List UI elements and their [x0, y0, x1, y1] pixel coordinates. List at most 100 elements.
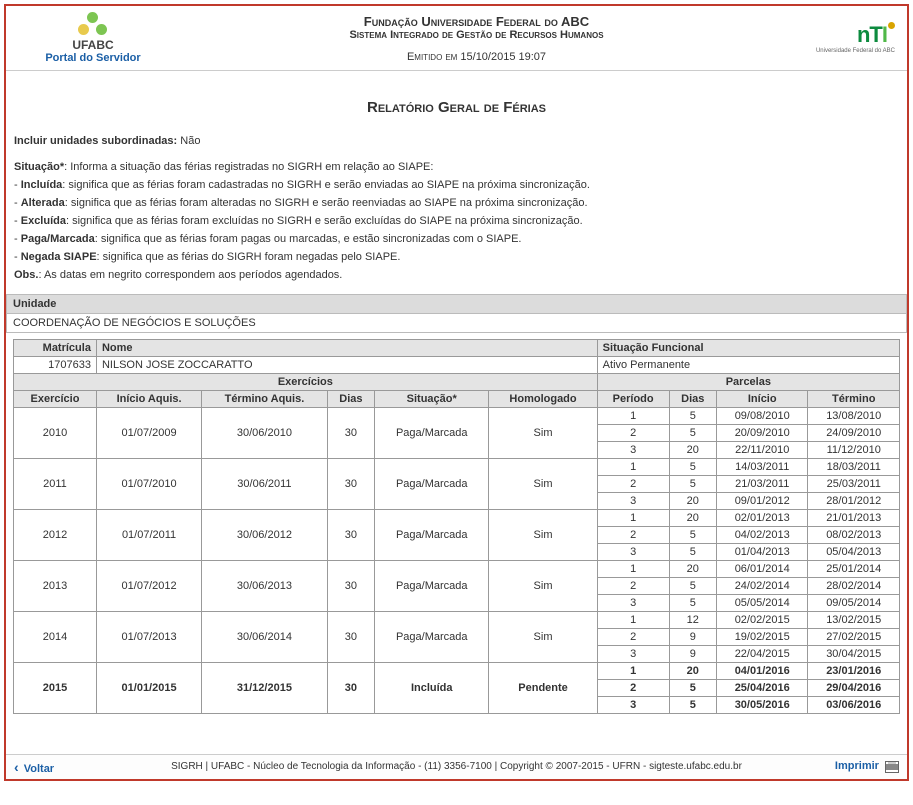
- cell-termino-aquis: 31/12/2015: [202, 662, 328, 713]
- cell-situacao: Paga/Marcada: [375, 560, 489, 611]
- nti-subtitle: Universidade Federal do ABC: [816, 48, 895, 54]
- glossary: Situação*: Informa a situação das férias…: [14, 160, 899, 284]
- printer-icon[interactable]: [885, 761, 899, 773]
- cell-inicio: 19/02/2015: [717, 628, 808, 645]
- cell-periodo: 2: [597, 628, 669, 645]
- cell-termino: 13/08/2010: [808, 407, 900, 424]
- cell-inicio: 05/05/2014: [717, 594, 808, 611]
- cell-inicio: 06/01/2014: [717, 560, 808, 577]
- cell-p-dias: 5: [669, 458, 716, 475]
- cell-inicio: 22/04/2015: [717, 645, 808, 662]
- cell-inicio: 21/03/2011: [717, 475, 808, 492]
- cell-periodo: 2: [597, 679, 669, 696]
- cell-periodo: 1: [597, 611, 669, 628]
- th-inicio-aquis: Início Aquis.: [96, 390, 201, 407]
- unit-section-header: Unidade: [6, 294, 907, 314]
- cell-p-dias: 5: [669, 577, 716, 594]
- glossary-item: - Incluída: significa que as férias fora…: [14, 178, 899, 194]
- cell-termino-aquis: 30/06/2011: [202, 458, 328, 509]
- th-termino: Término: [808, 390, 900, 407]
- cell-homologado: Sim: [489, 611, 597, 662]
- cell-periodo: 2: [597, 424, 669, 441]
- cell-dias: 30: [327, 560, 374, 611]
- glossary-item: - Excluída: significa que as férias fora…: [14, 214, 899, 230]
- cell-inicio: 04/02/2013: [717, 526, 808, 543]
- cell-p-dias: 5: [669, 424, 716, 441]
- table-row: 201301/07/201230/06/201330Paga/MarcadaSi…: [14, 560, 900, 577]
- cell-p-dias: 9: [669, 645, 716, 662]
- print-link[interactable]: Imprimir: [835, 760, 879, 772]
- cell-inicio-aquis: 01/07/2009: [96, 407, 201, 458]
- glossary-desc: : significa que as férias foram alterada…: [65, 197, 588, 209]
- glossary-term: Excluída: [21, 215, 66, 227]
- cell-termino-aquis: 30/06/2014: [202, 611, 328, 662]
- vacation-table: Matrícula Nome Situação Funcional 170763…: [13, 339, 900, 714]
- glossary-item: - Alterada: significa que as férias fora…: [14, 196, 899, 212]
- cell-exercicio: 2014: [14, 611, 97, 662]
- cell-homologado: Pendente: [489, 662, 597, 713]
- cell-homologado: Sim: [489, 458, 597, 509]
- cell-termino: 11/12/2010: [808, 441, 900, 458]
- cell-termino: 29/04/2016: [808, 679, 900, 696]
- cell-termino: 28/01/2012: [808, 492, 900, 509]
- report-title: Relatório Geral de Férias: [6, 99, 907, 116]
- cell-periodo: 1: [597, 458, 669, 475]
- person-nome: NILSON JOSE ZOCCARATTO: [96, 356, 597, 373]
- cell-homologado: Sim: [489, 509, 597, 560]
- cell-p-dias: 5: [669, 526, 716, 543]
- cell-periodo: 3: [597, 543, 669, 560]
- cell-situacao: Paga/Marcada: [375, 458, 489, 509]
- cell-termino-aquis: 30/06/2012: [202, 509, 328, 560]
- cell-p-dias: 20: [669, 492, 716, 509]
- header-left: UFABC Portal do Servidor: [18, 12, 168, 64]
- include-sub-value: Não: [180, 135, 200, 147]
- th-matricula: Matrícula: [14, 339, 97, 356]
- back-arrow-icon[interactable]: ‹: [14, 759, 19, 775]
- cell-inicio: 04/01/2016: [717, 662, 808, 679]
- glossary-term: Negada SIAPE: [21, 251, 97, 263]
- cell-periodo: 1: [597, 407, 669, 424]
- cell-exercicio: 2013: [14, 560, 97, 611]
- table-row: 201101/07/201030/06/201130Paga/MarcadaSi…: [14, 458, 900, 475]
- th-exercicio: Exercício: [14, 390, 97, 407]
- cell-dias: 30: [327, 611, 374, 662]
- cell-situacao: Paga/Marcada: [375, 509, 489, 560]
- th-dias: Dias: [327, 390, 374, 407]
- glossary-item: - Negada SIAPE: significa que as férias …: [14, 250, 899, 266]
- nti-logo-icon: nTI: [857, 22, 895, 47]
- th-homologado: Homologado: [489, 390, 597, 407]
- cell-situacao: Paga/Marcada: [375, 407, 489, 458]
- cell-p-dias: 5: [669, 407, 716, 424]
- table-row: 201501/01/201531/12/201530IncluídaPenden…: [14, 662, 900, 679]
- cell-periodo: 1: [597, 509, 669, 526]
- cell-termino: 24/09/2010: [808, 424, 900, 441]
- cell-inicio-aquis: 01/01/2015: [96, 662, 201, 713]
- system-name: Sistema Integrado de Gestão de Recursos …: [168, 29, 785, 41]
- report-frame: UFABC Portal do Servidor Fundação Univer…: [4, 4, 909, 781]
- emitted-timestamp: Emitido em 15/10/2015 19:07: [168, 51, 785, 63]
- th-p-dias: Dias: [669, 390, 716, 407]
- back-link[interactable]: Voltar: [24, 763, 54, 775]
- th-termino-aquis: Término Aquis.: [202, 390, 328, 407]
- cell-termino-aquis: 30/06/2010: [202, 407, 328, 458]
- cell-termino: 30/04/2015: [808, 645, 900, 662]
- cell-p-dias: 20: [669, 662, 716, 679]
- header-center: Fundação Universidade Federal do ABC Sis…: [168, 14, 785, 63]
- glossary-intro-label: Situação*: [14, 161, 64, 173]
- cell-termino: 23/01/2016: [808, 662, 900, 679]
- glossary-term: Incluída: [21, 179, 63, 191]
- cell-situacao: Paga/Marcada: [375, 611, 489, 662]
- th-inicio: Início: [717, 390, 808, 407]
- footer-right: Imprimir: [809, 760, 899, 772]
- institution-name: Fundação Universidade Federal do ABC: [168, 14, 785, 29]
- cell-periodo: 3: [597, 645, 669, 662]
- cell-inicio-aquis: 01/07/2010: [96, 458, 201, 509]
- cell-dias: 30: [327, 509, 374, 560]
- cell-dias: 30: [327, 407, 374, 458]
- cell-periodo: 2: [597, 475, 669, 492]
- cell-inicio: 25/04/2016: [717, 679, 808, 696]
- portal-link[interactable]: Portal do Servidor: [18, 52, 168, 64]
- glossary-desc: : significa que as férias foram pagas ou…: [95, 233, 522, 245]
- th-situacao-func: Situação Funcional: [597, 339, 899, 356]
- cell-p-dias: 5: [669, 475, 716, 492]
